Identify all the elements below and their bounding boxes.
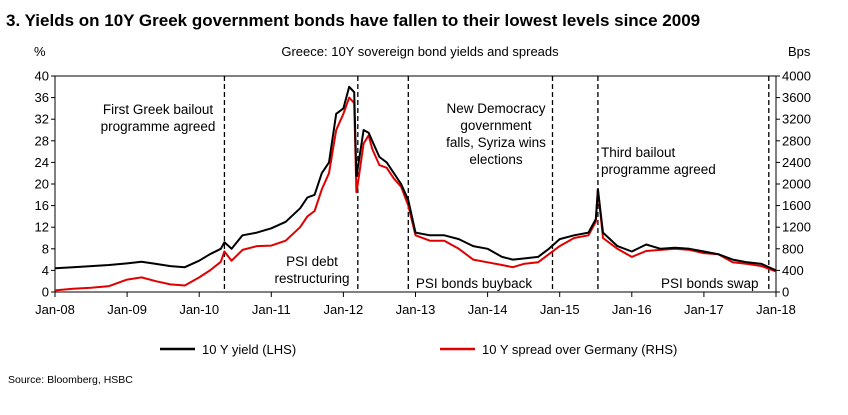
series-spread-line [54,96,777,292]
x-axis: Jan-08 Jan-09 Jan-10 Jan-11 Jan-12 Jan-13 Jan-… [35,292,796,317]
x-tick-label: Jan-13 [396,302,436,317]
annotation-line: PSI bonds buyback [416,276,533,291]
left-tick-label: 32 [35,112,49,127]
left-tick-label: 4 [42,263,49,278]
left-axis-unit: % [34,44,46,59]
annotation-line: PSI debt [286,254,338,269]
right-tick-label: 800 [782,241,804,256]
x-tick-label: Jan-10 [179,302,219,317]
right-tick-label: 1600 [782,198,811,213]
annotation-line: programme agreed [601,162,716,177]
right-tick-label: 2400 [782,155,811,170]
x-tick-label: Jan-17 [684,302,724,317]
legend-label-yield: 10 Y yield (LHS) [202,342,296,357]
annotation-label: PSI bonds swap [661,276,759,291]
annotation-label: PSI debt restructuring [274,254,349,286]
x-tick-label: Jan-16 [612,302,652,317]
chart-title: 3. Yields on 10Y Greek government bonds … [6,11,700,30]
annotation-line: government [460,118,532,133]
legend-label-spread: 10 Y spread over Germany (RHS) [482,342,677,357]
right-tick-label: 3600 [782,90,811,105]
annotation-label: PSI bonds buyback [416,276,533,291]
x-tick-label: Jan-14 [468,302,508,317]
right-axis-unit: Bps [788,44,811,59]
event-markers [223,76,770,292]
right-tick-label: 0 [782,285,789,300]
left-tick-label: 28 [35,133,49,148]
left-axis: 0 4 8 12 16 20 24 28 32 36 40 [35,69,55,300]
chart-subtitle: Greece: 10Y sovereign bond yields and sp… [281,44,559,59]
x-tick-label: Jan-12 [324,302,364,317]
annotation-line: Third bailout [601,145,676,160]
series-yield-line [54,85,777,272]
x-tick-label: Jan-08 [35,302,75,317]
annotations: First Greek bailout programme agreed PSI d… [101,101,759,291]
annotation-line: restructuring [274,271,349,286]
x-tick-label: Jan-11 [252,302,291,317]
right-tick-label: 2000 [782,177,811,192]
x-tick-label: Jan-18 [756,302,796,317]
x-tick-label: Jan-09 [107,302,147,317]
left-tick-label: 20 [35,177,49,192]
legend: 10 Y yield (LHS) 10 Y spread over German… [160,342,677,357]
annotation-line: PSI bonds swap [661,276,759,291]
left-tick-label: 12 [35,220,49,235]
left-tick-label: 24 [35,155,49,170]
left-tick-label: 0 [42,285,49,300]
source-note: Source: Bloomberg, HSBC [8,374,133,386]
series-layer [54,85,777,292]
annotation-label: Third bailout programme agreed [601,145,716,177]
x-tick-label: Jan-15 [540,302,580,317]
annotation-label: First Greek bailout programme agreed [101,102,216,134]
annotation-line: First Greek bailout [103,102,214,117]
annotation-line: New Democracy [446,101,545,116]
left-tick-label: 16 [35,198,49,213]
right-tick-label: 1200 [782,220,811,235]
right-tick-label: 400 [782,263,804,278]
annotation-line: falls, Syriza wins [446,135,546,150]
left-tick-label: 36 [35,90,49,105]
annotation-line: programme agreed [101,119,216,134]
right-axis: 0 400 800 1200 1600 2000 2400 2800 3200 3600 4000 [776,69,811,300]
right-tick-label: 3200 [782,112,811,127]
left-tick-label: 8 [42,241,49,256]
annotation-line: elections [469,152,523,167]
right-tick-label: 4000 [782,69,811,84]
left-tick-label: 40 [35,69,49,84]
right-tick-label: 2800 [782,133,811,148]
annotation-label: New Democracy government falls, Syriza win… [446,101,546,167]
